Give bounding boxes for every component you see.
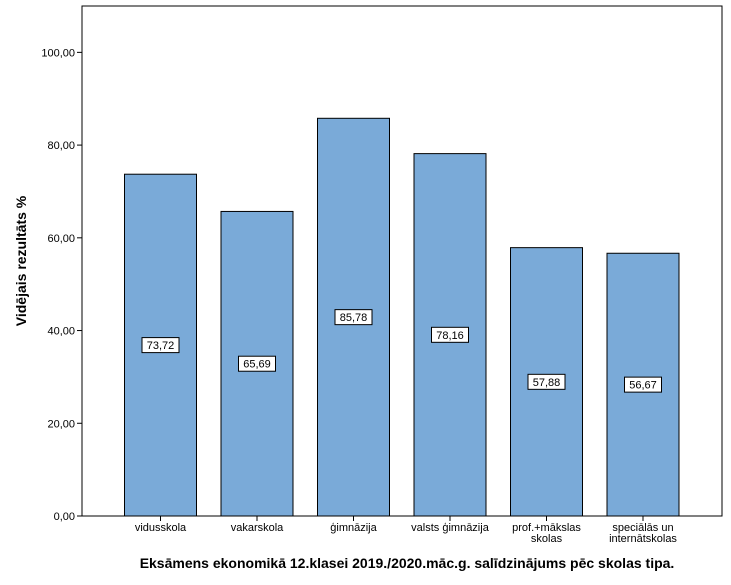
category-label: speciālās un internātskolas [609,522,677,545]
category-label-line: skolas [531,533,563,545]
category-label-line: prof.+mākslas [512,522,581,534]
x-axis-title: Eksāmens ekonomikā 12.klasei 2019./2020.… [140,555,675,571]
y-tick-label: 20,00 [47,418,75,430]
y-tick-label: 0,00 [54,511,75,523]
data-label-box [334,309,373,326]
category-label: prof.+mākslas skolas [512,522,581,545]
data-label: 85,78 [340,312,368,324]
y-tick-label: 40,00 [47,326,75,338]
y-axis-title: Vidējais rezultāts % [13,195,29,326]
data-label: 78,16 [436,330,464,342]
data-label: 73,72 [147,340,175,352]
data-label-box [624,376,662,393]
data-label: 57,88 [533,377,561,389]
category-label-line: valsts ģimnāzija [411,521,490,534]
x-axis: vidusskola vakarskola ģimnāzija valsts ģimn… [135,516,677,545]
data-label: 65,69 [243,359,271,371]
bars [124,117,680,517]
data-label-box [141,337,180,354]
category-label-line: speciālās un [612,522,673,534]
category-label-line: ģimnāzija [330,521,377,534]
category-label: vidusskola [135,522,187,534]
data-label-box [238,355,276,372]
data-label: 56,67 [629,380,657,392]
category-label-line: vidusskola [135,522,187,534]
data-labels: 73,72 65,69 85,78 78,16 57,88 56,67 [141,309,662,393]
data-label-box [527,373,566,390]
data-label-box [431,326,469,343]
category-label-line: internātskolas [609,533,677,545]
category-label-line: vakarskola [231,522,284,534]
y-tick-label: 60,00 [47,233,75,245]
y-axis: 0,00 20,00 40,00 60,00 80,00 100,00 [41,47,82,523]
y-tick-label: 100,00 [41,47,75,59]
category-label: vakarskola [231,522,284,534]
y-tick-label: 80,00 [47,140,75,152]
category-label: ģimnāzija [330,521,377,534]
category-label: valsts ģimnāzija [411,521,490,534]
